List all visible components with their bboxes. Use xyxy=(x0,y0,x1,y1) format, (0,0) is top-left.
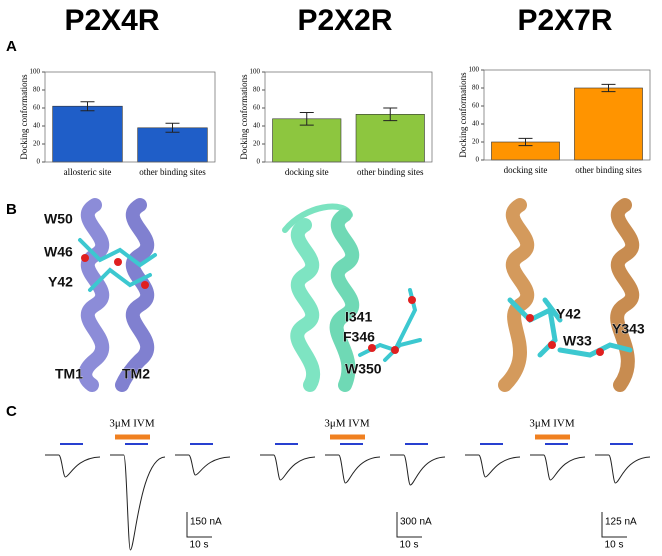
current-trace xyxy=(175,454,231,476)
plot-frame xyxy=(483,69,651,161)
error-bar xyxy=(80,101,95,112)
drug-label: 3μM IVM xyxy=(109,418,155,430)
scale-bar xyxy=(601,512,627,538)
y-tick-label: 60 xyxy=(253,104,261,112)
y-tick-label: 0 xyxy=(37,158,41,166)
panel-label: A xyxy=(6,38,17,55)
y-tick-label: 0 xyxy=(476,156,480,164)
residue-label: W50 xyxy=(44,211,73,227)
x-tick-label: other binding sites xyxy=(139,167,206,177)
y-tick-label: 20 xyxy=(472,138,480,146)
y-tick-label: 80 xyxy=(253,86,261,94)
residue-label: W33 xyxy=(563,333,592,349)
y-axis-label: Docking conformations xyxy=(19,74,29,160)
residue-label: F346 xyxy=(343,329,375,345)
y-tick-label: 20 xyxy=(33,140,41,148)
error-bar xyxy=(299,112,314,126)
x-tick-label: allosteric site xyxy=(64,167,112,177)
scale-bar xyxy=(396,512,422,538)
panel-c: 3μM IVM 150 nA 10 s 3μM IVM 300 nA 10 s 3μM IV… xyxy=(45,418,651,551)
y-tick-label: 100 xyxy=(469,66,480,74)
y-tick-label: 20 xyxy=(253,140,261,148)
current-trace xyxy=(110,454,166,551)
bar xyxy=(52,105,123,163)
y-tick-label: 80 xyxy=(33,86,41,94)
error-bar xyxy=(383,107,398,122)
bar xyxy=(272,118,342,163)
residue-label: W350 xyxy=(345,361,382,377)
current-scale: 300 nA xyxy=(400,517,432,528)
bar xyxy=(137,127,208,163)
error-bar xyxy=(165,122,180,133)
x-tick-label: other binding sites xyxy=(357,167,424,177)
current-trace xyxy=(45,454,101,478)
plot-frame xyxy=(44,71,216,163)
error-bar xyxy=(601,83,616,93)
x-tick-label: docking site xyxy=(285,167,329,177)
structure-p2x4r xyxy=(78,198,157,392)
y-axis-label: Docking conformations xyxy=(239,74,249,160)
bar xyxy=(574,87,643,161)
current-trace xyxy=(465,454,521,478)
panel-label: B xyxy=(6,201,17,218)
current-trace xyxy=(530,454,586,481)
residue-label: I341 xyxy=(345,309,372,325)
plot-frame xyxy=(264,71,433,163)
y-tick-label: 100 xyxy=(250,68,261,76)
residue-label: W46 xyxy=(44,244,73,260)
drug-label: 3μM IVM xyxy=(324,418,370,430)
scale-bar xyxy=(186,512,212,538)
bar xyxy=(355,114,425,163)
x-tick-label: other binding sites xyxy=(575,165,642,175)
residue-label: Y42 xyxy=(48,274,73,290)
residue-label: Y42 xyxy=(556,306,581,322)
heading: P2X7R xyxy=(517,4,612,37)
time-scale: 10 s xyxy=(190,540,209,551)
y-tick-label: 80 xyxy=(472,84,480,92)
current-scale: 125 nA xyxy=(605,517,637,528)
time-scale: 10 s xyxy=(400,540,419,551)
current-trace xyxy=(325,454,381,484)
heading: P2X2R xyxy=(297,4,392,37)
y-tick-label: 60 xyxy=(33,104,41,112)
y-tick-label: 0 xyxy=(257,158,261,166)
y-axis-label: Docking conformations xyxy=(458,72,468,158)
helix-label: TM2 xyxy=(122,366,150,382)
current-trace xyxy=(260,454,316,481)
y-tick-label: 60 xyxy=(472,102,480,110)
y-tick-label: 40 xyxy=(253,122,261,130)
helix-label: TM1 xyxy=(55,366,83,382)
heading: P2X4R xyxy=(64,4,159,37)
y-tick-label: 40 xyxy=(33,122,41,130)
structure-p2x7r xyxy=(498,198,640,392)
structure-p2x2r xyxy=(282,203,422,392)
x-tick-label: docking site xyxy=(504,165,548,175)
drug-label: 3μM IVM xyxy=(529,418,575,430)
y-tick-label: 100 xyxy=(30,68,41,76)
current-trace xyxy=(390,454,446,486)
y-tick-label: 40 xyxy=(472,120,480,128)
current-trace xyxy=(595,454,651,484)
current-scale: 150 nA xyxy=(190,517,222,528)
panel-label: C xyxy=(6,403,17,420)
time-scale: 10 s xyxy=(605,540,624,551)
residue-label: Y343 xyxy=(612,321,645,337)
error-bar xyxy=(518,137,533,147)
